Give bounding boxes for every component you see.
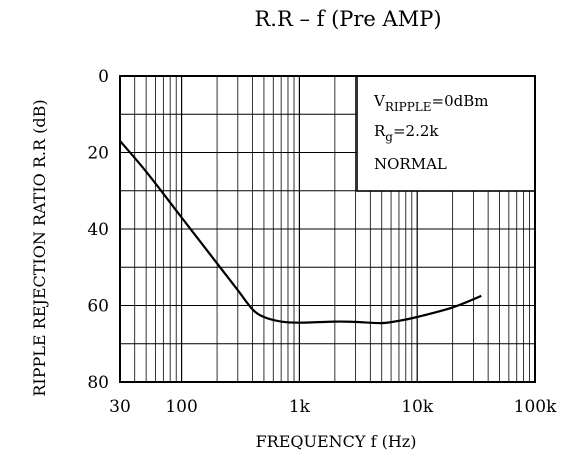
y-tick-label: 20 bbox=[87, 144, 109, 164]
x-tick-label: 30 bbox=[109, 397, 131, 417]
grid bbox=[120, 76, 535, 382]
x-tick-label: 100k bbox=[514, 397, 557, 417]
y-axis-label: RIPPLE REJECTION RATIO R.R (dB) bbox=[30, 99, 49, 396]
chart-title: R.R – f (Pre AMP) bbox=[254, 7, 441, 31]
y-tick-label: 80 bbox=[87, 373, 109, 393]
series-line bbox=[119, 140, 482, 325]
x-tick-labels: 30 100 1k 10k 100k bbox=[109, 397, 557, 417]
x-tick-label: 100 bbox=[165, 397, 197, 417]
plot-frame bbox=[119, 75, 536, 383]
x-axis-label: FREQUENCY f (Hz) bbox=[256, 432, 417, 451]
x-tick-label: 10k bbox=[401, 397, 434, 417]
x-tick-label: 1k bbox=[289, 397, 311, 417]
y-tick-label: 0 bbox=[98, 67, 109, 87]
annotation-ripple-voltage: VRIPPLE=0dBm bbox=[373, 92, 488, 114]
annotation-mode: NORMAL bbox=[374, 155, 447, 173]
annotation-source-resistance: Rg=2.2k bbox=[374, 122, 439, 144]
y-tick-labels: 0 20 40 60 80 bbox=[87, 67, 109, 393]
y-tick-label: 60 bbox=[87, 297, 109, 317]
y-tick-label: 40 bbox=[87, 220, 109, 240]
